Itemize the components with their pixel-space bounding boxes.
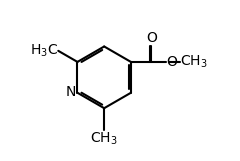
Text: $\mathregular{H_3C}$: $\mathregular{H_3C}$ <box>30 43 58 59</box>
Text: $\mathregular{CH_3}$: $\mathregular{CH_3}$ <box>90 131 118 147</box>
Text: O: O <box>166 55 177 69</box>
Text: O: O <box>146 31 157 45</box>
Text: $\mathregular{CH_3}$: $\mathregular{CH_3}$ <box>180 54 208 70</box>
Text: N: N <box>65 85 76 99</box>
